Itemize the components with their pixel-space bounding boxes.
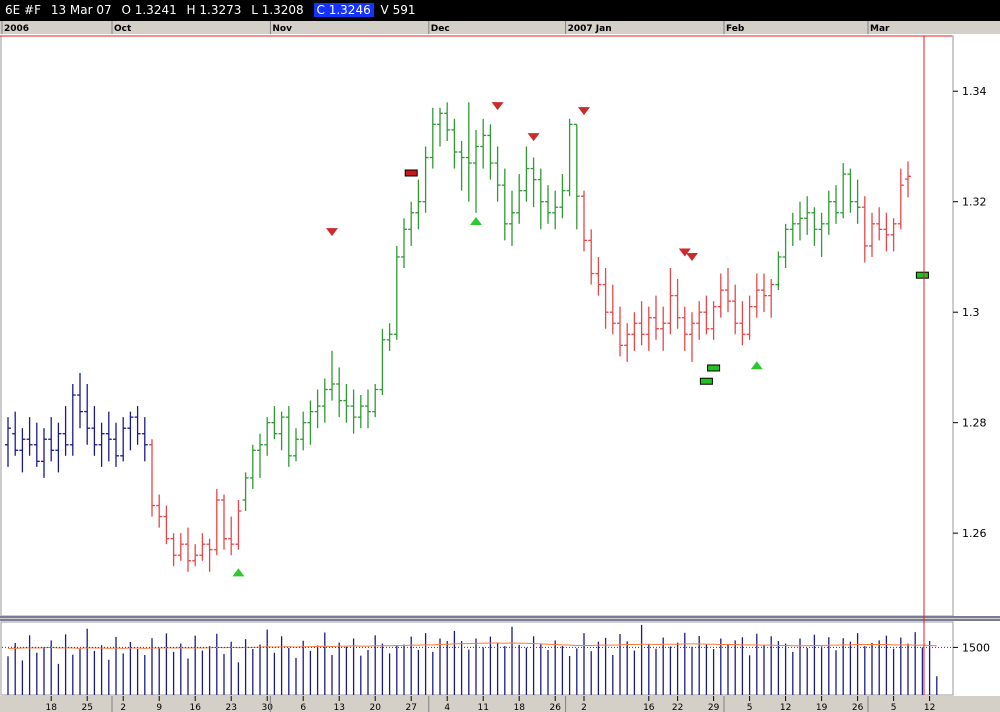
price-volume-chart[interactable]: 2006 Oct Nov Dec 2007 Jan Feb Mar 1.261.281.31… bbox=[0, 21, 1000, 712]
day-tick-label: 9 bbox=[156, 703, 162, 712]
price-tick-label: 1.34 bbox=[962, 85, 987, 98]
day-tick-label: 5 bbox=[747, 703, 753, 712]
date-axis: 18 25 2 9 16 23 30 6 13 20 27 4 11 18 26 2 16 22 29 5 12 19 26… bbox=[0, 696, 1000, 712]
day-tick-label: 2 bbox=[581, 703, 587, 712]
day-tick-label: 29 bbox=[708, 703, 720, 712]
sell-signal-marker bbox=[678, 248, 691, 257]
open-value: O 1.3241 bbox=[121, 3, 177, 17]
day-tick-label: 18 bbox=[513, 703, 525, 712]
month-axis: 2006 Oct Nov Dec 2007 Jan Feb Mar bbox=[0, 21, 1000, 34]
chart-background bbox=[0, 21, 1000, 712]
low-value: L 1.3208 bbox=[251, 3, 304, 17]
day-tick-label: 25 bbox=[81, 703, 92, 712]
day-tick-label: 13 bbox=[333, 703, 344, 712]
month-label: Oct bbox=[114, 24, 132, 34]
day-tick-label: 4 bbox=[444, 703, 450, 712]
month-label: Nov bbox=[272, 24, 292, 34]
day-tick-label: 16 bbox=[643, 703, 655, 712]
volume-panel[interactable] bbox=[0, 621, 954, 696]
sell-stop-marker bbox=[404, 169, 418, 177]
day-tick-label: 30 bbox=[261, 703, 273, 712]
day-tick-label: 12 bbox=[780, 703, 791, 712]
symbol-label[interactable]: 6E #F bbox=[5, 3, 41, 17]
day-tick-label: 19 bbox=[816, 703, 828, 712]
buy-signal-marker bbox=[470, 217, 482, 226]
month-label: Dec bbox=[431, 24, 450, 34]
day-tick-label: 23 bbox=[225, 703, 236, 712]
day-tick-label: 5 bbox=[891, 703, 897, 712]
day-tick-label: 22 bbox=[672, 703, 683, 712]
sell-signal-marker bbox=[491, 102, 504, 111]
quote-header: 6E #F 13 Mar 07 O 1.3241 H 1.3273 L 1.32… bbox=[0, 0, 1000, 21]
day-tick-label: 20 bbox=[369, 703, 381, 712]
volume-moving-average-line bbox=[8, 642, 937, 649]
buy-signal-marker bbox=[232, 568, 245, 577]
buy-stop-marker bbox=[707, 364, 721, 372]
day-tick-label: 11 bbox=[477, 703, 488, 712]
sell-signal-marker bbox=[686, 252, 698, 261]
day-tick-label: 2 bbox=[120, 703, 126, 712]
day-tick-label: 6 bbox=[300, 703, 306, 712]
day-tick-label: 18 bbox=[45, 703, 57, 712]
month-label: Mar bbox=[870, 24, 890, 34]
day-tick-label: 26 bbox=[852, 703, 864, 712]
price-axis: 1.26 1.28 1.3 1.32 1.34 bbox=[953, 85, 987, 540]
month-label: 2006 bbox=[4, 24, 29, 34]
day-tick-label: 12 bbox=[924, 703, 935, 712]
price-tick-label: 1.28 bbox=[962, 417, 987, 430]
volume-axis: 1500 bbox=[2, 641, 990, 654]
volume-tick-label: 1500 bbox=[962, 641, 990, 654]
sell-signal-marker bbox=[578, 107, 590, 116]
panel-separator[interactable] bbox=[0, 616, 1000, 621]
price-tick-label: 1.32 bbox=[962, 196, 987, 209]
day-tick-label: 26 bbox=[549, 703, 561, 712]
day-tick-label: 27 bbox=[405, 703, 416, 712]
price-tick-label: 1.3 bbox=[962, 306, 980, 319]
month-label: Feb bbox=[726, 24, 745, 34]
volume-panel-frame bbox=[0, 621, 954, 696]
buy-stop-marker bbox=[699, 377, 713, 385]
date-label: 13 Mar 07 bbox=[50, 3, 112, 17]
buy-stop-marker bbox=[915, 271, 929, 279]
month-label: 2007 Jan bbox=[568, 24, 612, 34]
volume-value: V 591 bbox=[380, 3, 416, 17]
price-panel[interactable] bbox=[0, 35, 954, 617]
sell-signal-marker bbox=[326, 228, 338, 237]
price-tick-label: 1.26 bbox=[962, 527, 987, 540]
day-tick-label: 16 bbox=[189, 703, 201, 712]
sell-signal-marker bbox=[527, 133, 540, 142]
close-value: C 1.3246 bbox=[313, 3, 374, 17]
buy-signal-marker bbox=[750, 361, 763, 370]
high-value: H 1.3273 bbox=[186, 3, 242, 17]
